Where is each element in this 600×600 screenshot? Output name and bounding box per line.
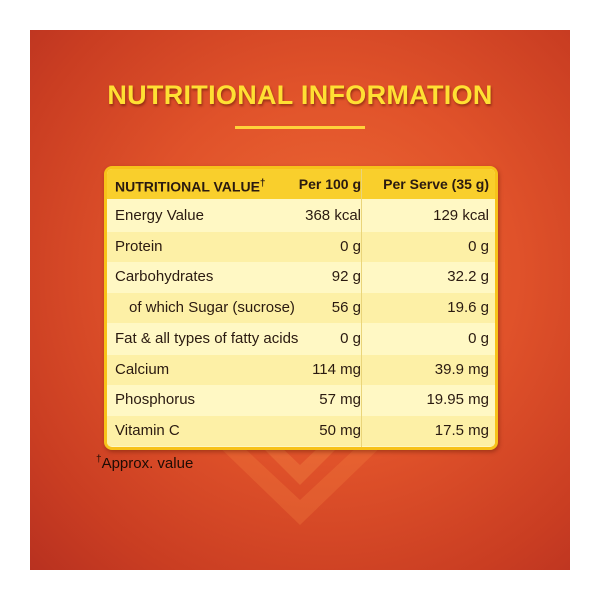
table-cell: Energy Value	[115, 207, 204, 224]
table-cell: Phosphorus	[115, 391, 196, 409]
table-row: Calcium 114 mg 39.9 mg	[107, 354, 495, 385]
table-row: Carbohydrates 92 g 32.2 g	[107, 262, 495, 292]
table-cell: 0 g	[468, 237, 489, 255]
table-cell: 0 g	[340, 237, 361, 255]
table-cell: Carbohydrates	[115, 268, 214, 286]
table-row: Protein 0 g 0 g	[107, 231, 495, 262]
table-cell: Protein	[115, 237, 163, 255]
table-cell: 57 mg	[319, 391, 361, 409]
header-mark: †	[259, 178, 266, 189]
header-text: NUTRITIONAL VALUE	[115, 178, 260, 195]
table-cell: Vitamin C	[115, 421, 180, 439]
panel: NUTRITIONAL INFORMATION NUTRITIONAL VALU…	[30, 30, 570, 570]
header-row: NUTRITIONAL VALUE† Per 100 g Per Serve (…	[107, 169, 495, 199]
table-cell: 32.2 g	[447, 268, 489, 286]
table-row: Fat & all types of fatty acids 0 g 0 g	[107, 324, 495, 354]
table-row: of which Sugar (sucrose) 56 g 19.6 g	[107, 293, 495, 324]
footnote-text: Approx. value	[101, 455, 194, 472]
table-cell: 129 kcal	[433, 207, 489, 224]
footnote-mark: †	[96, 454, 102, 465]
header-cell: Per Serve (35 g)	[383, 176, 489, 192]
table-cell: 50 mg	[319, 421, 361, 439]
nutrition-table: NUTRITIONAL VALUE† Per 100 g Per Serve (…	[104, 166, 498, 450]
table-cell: 39.9 mg	[434, 360, 489, 378]
table-cell: 19.6 g	[447, 299, 489, 317]
title-underline	[235, 126, 365, 129]
table-cell: 17.5 mg	[434, 421, 489, 439]
table-cell: Calcium	[115, 360, 170, 378]
table-cell: 0 g	[340, 329, 361, 347]
table-row: Phosphorus 57 mg 19.95 mg	[107, 385, 495, 415]
table-cell: of which Sugar (sucrose)	[129, 299, 295, 317]
column-divider	[361, 169, 362, 447]
title: NUTRITIONAL INFORMATION	[107, 80, 493, 110]
table-cell: 56 g	[331, 299, 361, 317]
footnote: †Approx. value	[96, 454, 193, 472]
table-row: Energy Value 368 kcal 129 kcal	[107, 201, 495, 231]
header-cell: NUTRITIONAL VALUE†	[115, 169, 265, 202]
table-cell: 114 mg	[312, 360, 361, 378]
table-cell: 92 g	[331, 268, 361, 286]
table-cell: 19.95 mg	[426, 391, 489, 409]
table-row: Vitamin C 50 mg 17.5 mg	[107, 415, 495, 446]
table-cell: 368 kcal	[305, 207, 361, 224]
header-cell: Per 100 g	[298, 176, 361, 192]
table-cell: Fat & all types of fatty acids	[115, 329, 299, 347]
table-cell: 0 g	[468, 329, 489, 347]
